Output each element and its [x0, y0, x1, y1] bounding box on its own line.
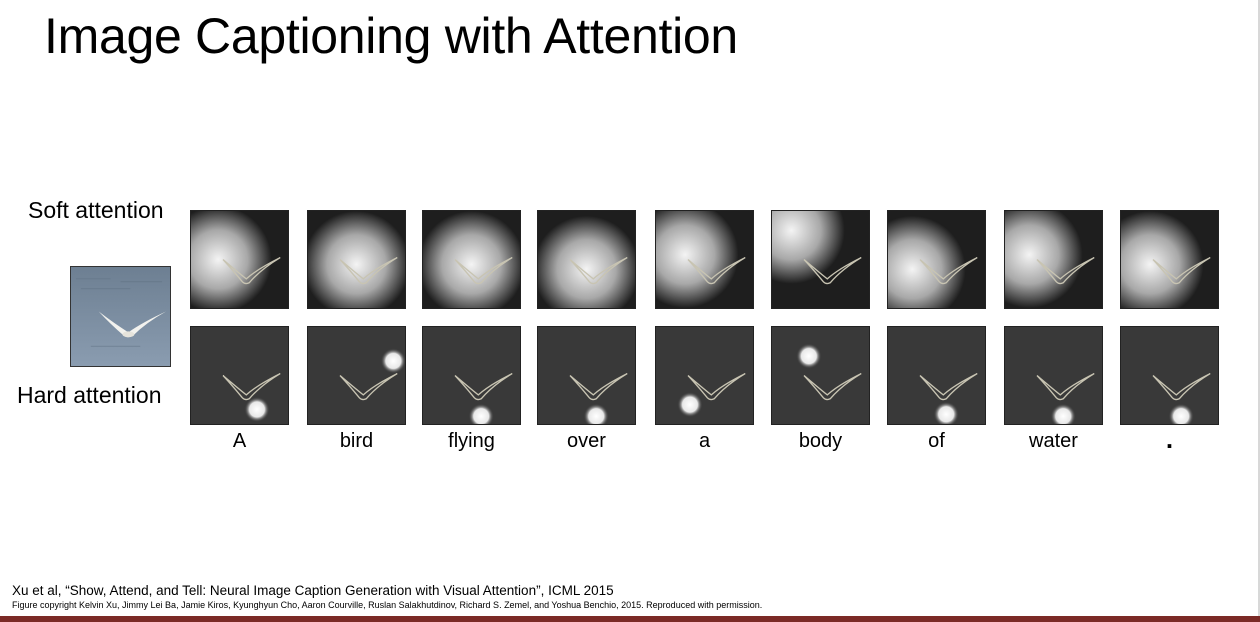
soft-attention-map: [190, 210, 289, 309]
figure-copyright: Figure copyright Kelvin Xu, Jimmy Lei Ba…: [12, 600, 763, 610]
hard-attention-label: Hard attention: [17, 382, 162, 408]
hard-attention-map: [1004, 326, 1103, 425]
soft-attention-map: [307, 210, 406, 309]
hard-attention-map: [771, 326, 870, 425]
hard-attention-map: [307, 326, 406, 425]
caption-word: flying: [448, 430, 495, 452]
hard-attention-map: [190, 326, 289, 425]
hard-attention-map: [422, 326, 521, 425]
soft-attention-map: [887, 210, 986, 309]
caption-word: over: [567, 430, 606, 452]
original-bird-image: [70, 266, 171, 367]
hard-attention-map: [655, 326, 754, 425]
caption-word: body: [798, 430, 843, 452]
footer-accent-bar: [0, 616, 1260, 622]
hard-attention-map: [1120, 326, 1219, 425]
caption-word: water: [1029, 430, 1078, 452]
caption-word: bird: [339, 430, 374, 452]
soft-attention-map: [422, 210, 521, 309]
citation: Xu et al, “Show, Attend, and Tell: Neura…: [12, 583, 614, 598]
hard-attention-map: [887, 326, 986, 425]
soft-attention-map: [537, 210, 636, 309]
soft-attention-map: [655, 210, 754, 309]
caption-word: a: [698, 430, 711, 452]
soft-attention-map: [1004, 210, 1103, 309]
caption-word: A: [232, 430, 247, 452]
caption-word: .: [1165, 424, 1174, 454]
soft-attention-map: [771, 210, 870, 309]
hard-attention-map: [537, 326, 636, 425]
soft-attention-label: Soft attention: [28, 197, 164, 223]
caption-word: of: [928, 430, 945, 452]
slide-edge: [1258, 0, 1260, 616]
soft-attention-map: [1120, 210, 1219, 309]
slide-title: Image Captioning with Attention: [44, 8, 738, 64]
